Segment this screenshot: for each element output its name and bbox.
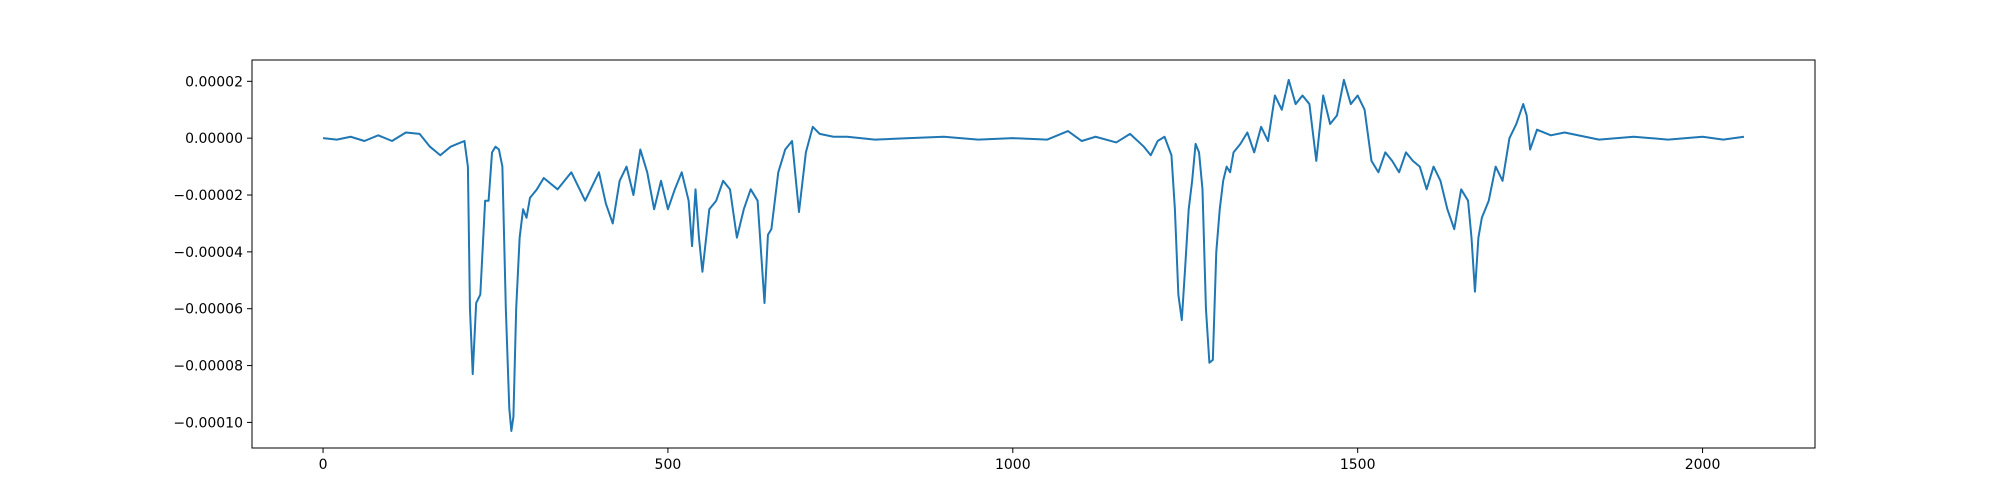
x-tick-label: 0 xyxy=(319,457,328,473)
series-line-0 xyxy=(322,78,1745,432)
y-tick-label: 0.00002 xyxy=(185,74,243,90)
x-tick-label: 1500 xyxy=(1340,457,1376,473)
y-tick-label: −0.00002 xyxy=(173,188,243,204)
axes-frame xyxy=(251,59,1816,449)
y-tick-label: 0.00000 xyxy=(185,131,243,147)
y-tick-label: −0.00010 xyxy=(173,415,243,431)
x-tick-label: 2000 xyxy=(1685,457,1721,473)
x-tick-label: 500 xyxy=(655,457,682,473)
plot-area xyxy=(322,78,1745,432)
y-tick-label: −0.00004 xyxy=(173,245,243,261)
x-tick-label: 1000 xyxy=(995,457,1031,473)
x-axis: 0 500 1000 1500 2000 xyxy=(319,448,1721,473)
y-tick-label: −0.00008 xyxy=(173,359,243,375)
y-tick-label: −0.00006 xyxy=(173,302,243,318)
y-axis: 0.00002 0.00000 −0.00002 −0.00004 −0.00006 −0… xyxy=(173,74,252,431)
